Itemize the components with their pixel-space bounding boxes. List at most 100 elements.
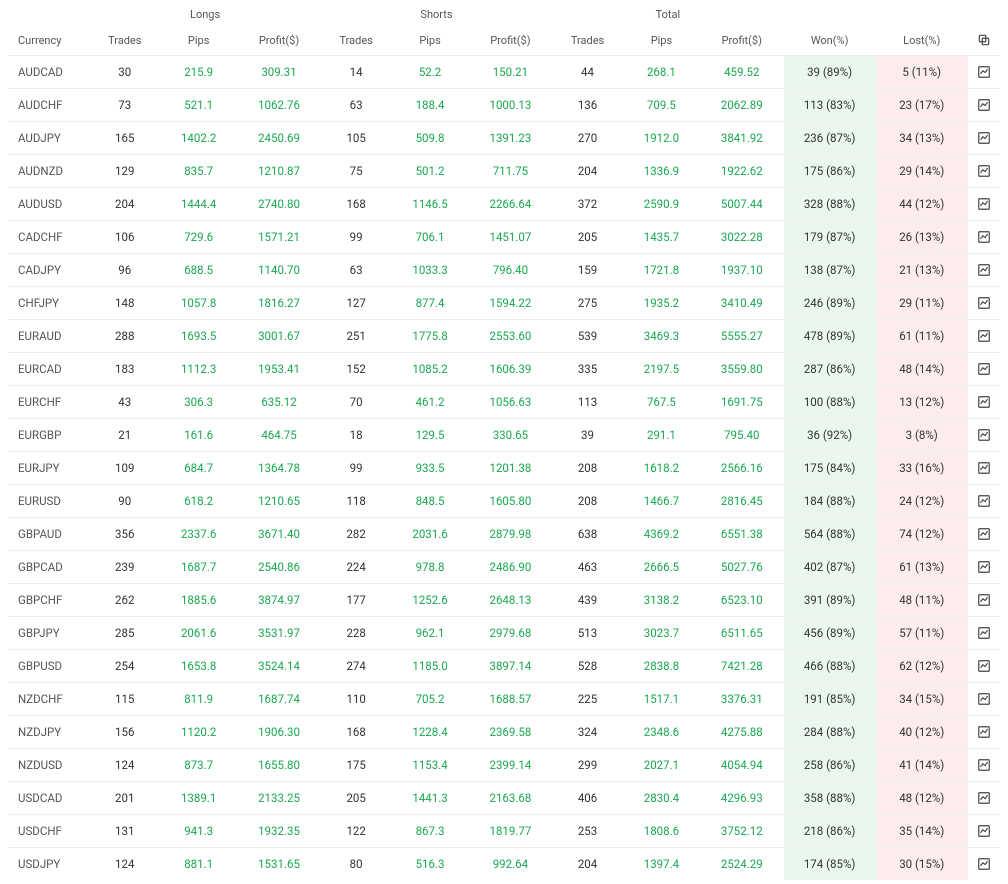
cell-lost: 13 (12%) (876, 386, 968, 419)
chart-icon[interactable] (968, 122, 1000, 155)
chart-icon[interactable] (968, 287, 1000, 320)
header-currency[interactable]: Currency (8, 27, 89, 56)
header-total-pips[interactable]: Pips (623, 27, 700, 56)
cell-longs-trades: 129 (89, 155, 160, 188)
cell-longs-pips: 2337.6 (160, 518, 237, 551)
cell-lost: 62 (12%) (876, 650, 968, 683)
cell-longs-trades: 204 (89, 188, 160, 221)
chart-icon[interactable] (968, 782, 1000, 815)
cell-longs-trades: 43 (89, 386, 160, 419)
header-total-trades[interactable]: Trades (552, 27, 623, 56)
cell-currency: GBPJPY (8, 617, 89, 650)
chart-icon[interactable] (968, 419, 1000, 452)
table-row: NZDJPY1561120.21906.301681228.42369.5832… (8, 716, 1000, 749)
cell-total-pips: 1912.0 (623, 122, 700, 155)
header-won[interactable]: Won(%) (784, 27, 876, 56)
cell-longs-pips: 306.3 (160, 386, 237, 419)
cell-shorts-pips: 706.1 (391, 221, 468, 254)
chart-icon[interactable] (968, 254, 1000, 287)
cell-lost: 41 (14%) (876, 749, 968, 782)
cell-total-trades: 113 (552, 386, 623, 419)
chart-icon[interactable] (968, 320, 1000, 353)
header-longs-trades[interactable]: Trades (89, 27, 160, 56)
header-lost[interactable]: Lost(%) (876, 27, 968, 56)
cell-total-pips: 1721.8 (623, 254, 700, 287)
cell-total-pips: 1618.2 (623, 452, 700, 485)
header-shorts-pips[interactable]: Pips (391, 27, 468, 56)
cell-lost: 33 (16%) (876, 452, 968, 485)
chart-icon[interactable] (968, 221, 1000, 254)
cell-longs-pips: 873.7 (160, 749, 237, 782)
chart-icon[interactable] (968, 353, 1000, 386)
chart-icon[interactable] (968, 551, 1000, 584)
cell-longs-pips: 1693.5 (160, 320, 237, 353)
cell-won: 113 (83%) (784, 89, 876, 122)
cell-currency: CHFJPY (8, 287, 89, 320)
chart-icon[interactable] (968, 518, 1000, 551)
chart-icon[interactable] (968, 749, 1000, 782)
cell-shorts-profit: 1391.23 (469, 122, 553, 155)
chart-icon[interactable] (968, 56, 1000, 89)
cell-total-trades: 406 (552, 782, 623, 815)
cell-shorts-trades: 14 (321, 56, 392, 89)
chart-icon[interactable] (968, 848, 1000, 881)
cell-lost: 34 (13%) (876, 122, 968, 155)
cell-longs-profit: 1062.76 (237, 89, 321, 122)
copy-icon[interactable] (968, 27, 1000, 56)
cell-total-pips: 1435.7 (623, 221, 700, 254)
chart-icon[interactable] (968, 155, 1000, 188)
cell-total-profit: 6511.65 (700, 617, 784, 650)
chart-icon[interactable] (968, 650, 1000, 683)
header-longs-pips[interactable]: Pips (160, 27, 237, 56)
cell-shorts-trades: 99 (321, 452, 392, 485)
chart-icon[interactable] (968, 188, 1000, 221)
chart-icon[interactable] (968, 683, 1000, 716)
chart-icon[interactable] (968, 815, 1000, 848)
chart-icon[interactable] (968, 89, 1000, 122)
cell-shorts-profit: 796.40 (469, 254, 553, 287)
cell-currency: USDCHF (8, 815, 89, 848)
cell-currency: NZDJPY (8, 716, 89, 749)
cell-longs-profit: 1210.65 (237, 485, 321, 518)
cell-longs-trades: 356 (89, 518, 160, 551)
cell-longs-profit: 2540.86 (237, 551, 321, 584)
cell-won: 36 (92%) (784, 419, 876, 452)
header-longs-profit[interactable]: Profit($) (237, 27, 321, 56)
cell-longs-pips: 1120.2 (160, 716, 237, 749)
cell-total-pips: 291.1 (623, 419, 700, 452)
cell-longs-profit: 3874.97 (237, 584, 321, 617)
chart-icon[interactable] (968, 452, 1000, 485)
cell-longs-trades: 285 (89, 617, 160, 650)
cell-shorts-trades: 224 (321, 551, 392, 584)
cell-longs-trades: 183 (89, 353, 160, 386)
cell-shorts-trades: 122 (321, 815, 392, 848)
table-row: EURJPY109684.71364.7899933.51201.3820816… (8, 452, 1000, 485)
table-row: EURGBP21161.6464.7518129.5330.6539291.17… (8, 419, 1000, 452)
cell-shorts-trades: 205 (321, 782, 392, 815)
cell-longs-pips: 215.9 (160, 56, 237, 89)
cell-total-pips: 2838.8 (623, 650, 700, 683)
cell-longs-pips: 729.6 (160, 221, 237, 254)
chart-icon[interactable] (968, 584, 1000, 617)
cell-total-profit: 2524.29 (700, 848, 784, 881)
cell-longs-profit: 3524.14 (237, 650, 321, 683)
chart-icon[interactable] (968, 386, 1000, 419)
header-total-profit[interactable]: Profit($) (700, 27, 784, 56)
chart-icon[interactable] (968, 716, 1000, 749)
chart-icon[interactable] (968, 485, 1000, 518)
cell-lost: 23 (17%) (876, 89, 968, 122)
cell-lost: 29 (14%) (876, 155, 968, 188)
chart-icon[interactable] (968, 617, 1000, 650)
table-row: CHFJPY1481057.81816.27127877.41594.22275… (8, 287, 1000, 320)
cell-lost: 57 (11%) (876, 617, 968, 650)
cell-longs-pips: 811.9 (160, 683, 237, 716)
cell-shorts-profit: 2369.58 (469, 716, 553, 749)
header-shorts-profit[interactable]: Profit($) (469, 27, 553, 56)
cell-longs-trades: 254 (89, 650, 160, 683)
cell-lost: 48 (11%) (876, 584, 968, 617)
header-shorts-trades[interactable]: Trades (321, 27, 392, 56)
cell-shorts-pips: 461.2 (391, 386, 468, 419)
cell-total-profit: 7421.28 (700, 650, 784, 683)
cell-total-trades: 299 (552, 749, 623, 782)
cell-longs-trades: 131 (89, 815, 160, 848)
